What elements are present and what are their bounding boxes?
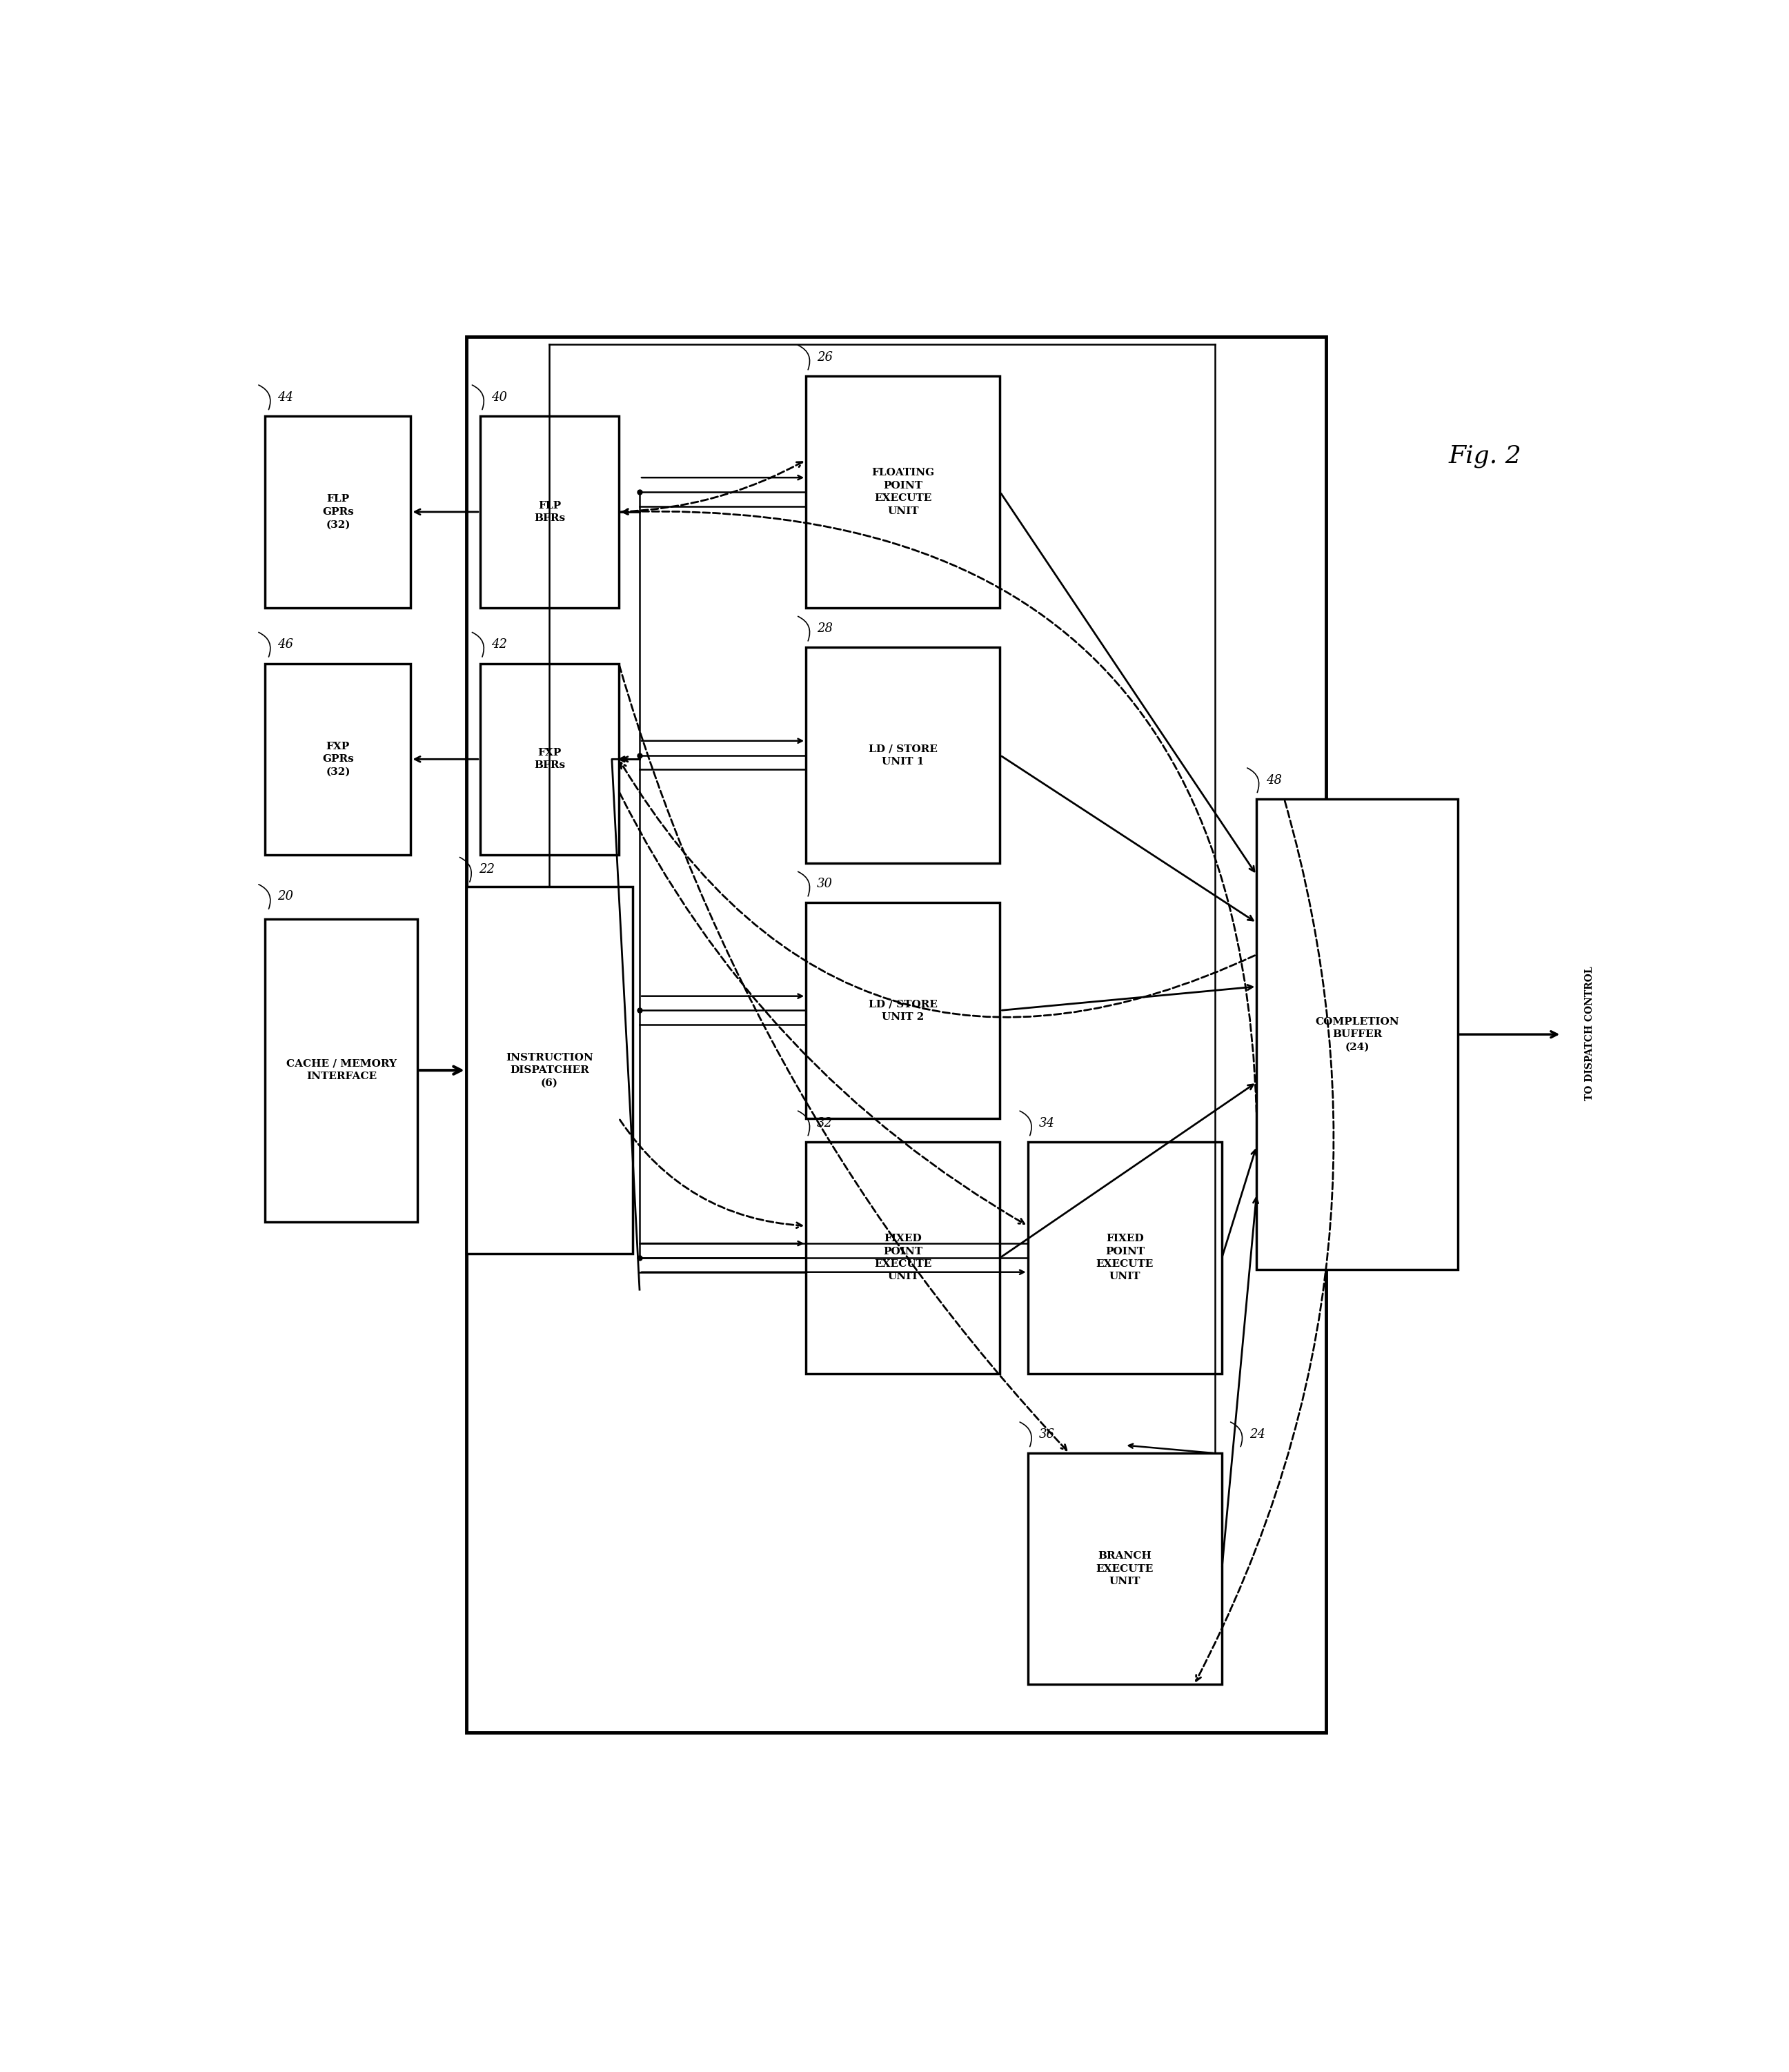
Bar [1027,1142,1222,1374]
Text: Fig. 2: Fig. 2 [1449,443,1522,468]
Text: 28: 28 [818,622,834,634]
Bar [1256,800,1458,1270]
Bar [805,903,1000,1119]
Text: 26: 26 [818,350,834,363]
Text: 30: 30 [818,879,834,891]
Text: FIXED
POINT
EXECUTE
UNIT: FIXED POINT EXECUTE UNIT [1097,1235,1154,1283]
Text: 36: 36 [1039,1428,1056,1440]
Text: 32: 32 [818,1117,834,1129]
Bar [805,1142,1000,1374]
Bar [265,663,411,856]
Text: INSTRUCTION
DISPATCHER
(6): INSTRUCTION DISPATCHER (6) [506,1053,594,1088]
Text: FLP
GPRs
(32): FLP GPRs (32) [322,495,354,530]
Text: FIXED
POINT
EXECUTE
UNIT: FIXED POINT EXECUTE UNIT [875,1235,932,1283]
Text: LD / STORE
UNIT 1: LD / STORE UNIT 1 [868,744,937,767]
Text: FXP
GPRs
(32): FXP GPRs (32) [322,742,354,777]
Text: FXP
BFRs: FXP BFRs [533,748,565,771]
Bar [479,416,619,607]
Bar [265,416,411,607]
Bar [265,918,419,1222]
Bar [467,336,1326,1732]
Text: 44: 44 [277,392,293,404]
Text: 48: 48 [1267,773,1283,785]
Text: 46: 46 [277,638,293,651]
Text: 22: 22 [479,864,494,876]
Text: 40: 40 [492,392,506,404]
Text: 24: 24 [1249,1428,1265,1440]
Bar [805,377,1000,607]
Text: LD / STORE
UNIT 2: LD / STORE UNIT 2 [868,999,937,1021]
Text: 34: 34 [1039,1117,1056,1129]
Text: FLP
BFRs: FLP BFRs [533,501,565,522]
Bar [479,663,619,856]
Text: 42: 42 [492,638,506,651]
Text: TO DISPATCH CONTROL: TO DISPATCH CONTROL [1585,966,1594,1100]
Bar [467,887,633,1254]
Text: CACHE / MEMORY
INTERFACE: CACHE / MEMORY INTERFACE [286,1059,397,1082]
Bar [1027,1452,1222,1685]
Text: BRANCH
EXECUTE
UNIT: BRANCH EXECUTE UNIT [1097,1552,1154,1587]
Text: 20: 20 [277,891,293,903]
Text: FLOATING
POINT
EXECUTE
UNIT: FLOATING POINT EXECUTE UNIT [871,468,934,516]
Bar [805,646,1000,862]
Text: COMPLETION
BUFFER
(24): COMPLETION BUFFER (24) [1315,1017,1399,1053]
